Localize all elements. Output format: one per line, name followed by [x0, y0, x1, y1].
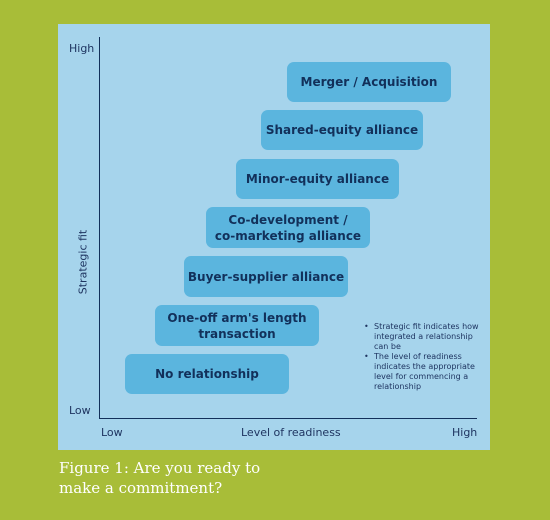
- box-shared-equity-alliance: Shared-equity alliance: [261, 110, 423, 150]
- box-merger-acquisition: Merger / Acquisition: [287, 62, 451, 102]
- notes-list: Strategic fit indicates how integrated a…: [364, 322, 486, 392]
- y-axis-high-label: High: [69, 42, 95, 55]
- y-axis-low-label: Low: [69, 404, 91, 417]
- box-co-development-alliance: Co-development / co-marketing alliance: [206, 207, 370, 248]
- box-label-line2: co-marketing alliance: [214, 228, 362, 243]
- x-axis-low-label: Low: [101, 426, 123, 439]
- box-no-relationship: No relationship: [125, 354, 289, 394]
- note-item: Strategic fit indicates how integrated a…: [364, 322, 486, 352]
- box-label-line1: Co-development /: [228, 212, 348, 227]
- box-label: Buyer-supplier alliance: [187, 269, 345, 284]
- y-axis-line: [99, 37, 100, 419]
- box-arms-length-transaction: One-off arm's length transaction: [155, 305, 319, 346]
- caption-line1: Figure 1: Are you ready to: [59, 459, 261, 477]
- note-item: The level of readiness indicates the app…: [364, 352, 486, 392]
- box-label-line2: transaction: [198, 326, 276, 341]
- figure-caption: Figure 1: Are you ready to make a commit…: [59, 458, 319, 498]
- box-label: No relationship: [155, 367, 259, 381]
- box-label: Merger / Acquisition: [300, 75, 438, 89]
- box-label-line1: One-off arm's length: [167, 310, 307, 325]
- box-buyer-supplier-alliance: Buyer-supplier alliance: [184, 256, 348, 297]
- box-label: Shared-equity alliance: [265, 123, 419, 137]
- box-label: Minor-equity alliance: [245, 172, 390, 186]
- box-minor-equity-alliance: Minor-equity alliance: [236, 159, 399, 199]
- y-axis-title: Strategic fit: [76, 229, 90, 295]
- x-axis-title: Level of readiness: [241, 426, 341, 439]
- x-axis-high-label: High: [452, 426, 478, 439]
- caption-line2: make a commitment?: [59, 479, 223, 497]
- x-axis-line: [99, 418, 477, 419]
